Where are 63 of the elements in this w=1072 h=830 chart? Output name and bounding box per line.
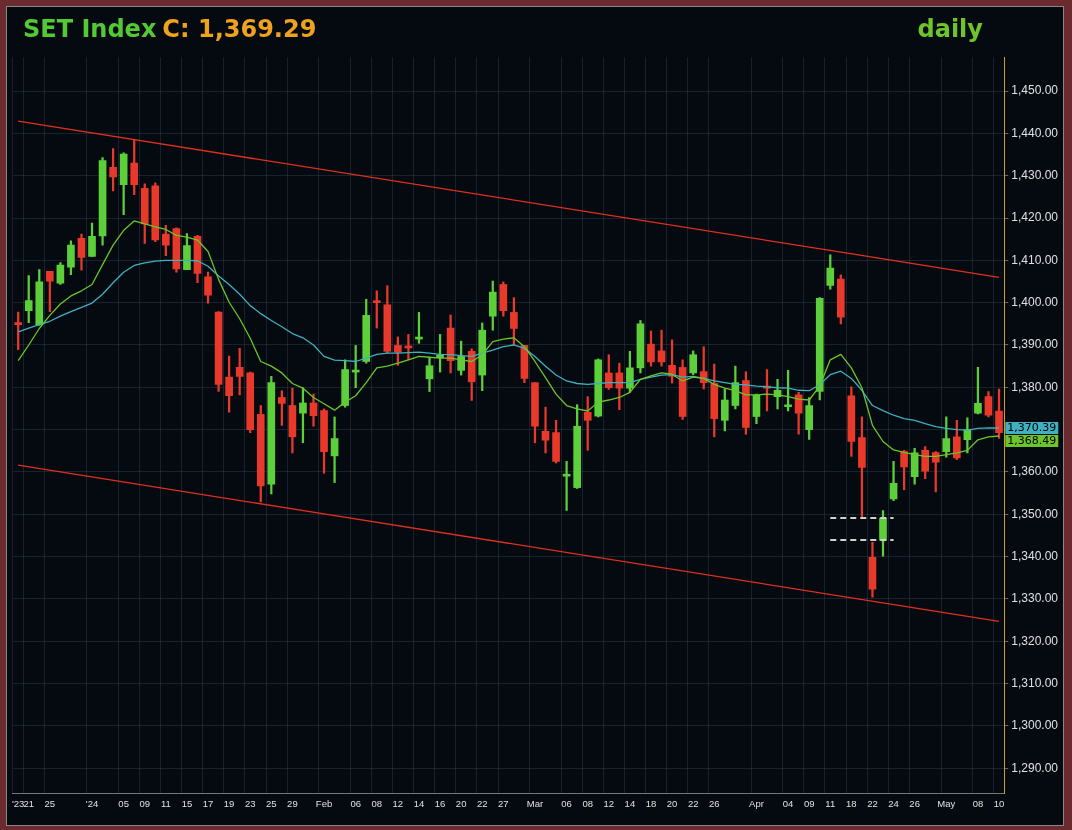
x-tick-label: 15 (181, 797, 193, 809)
x-tick-label: '24 (85, 797, 99, 809)
x-tick-label: 08 (371, 797, 383, 809)
y-tick-label: 1,350.00 (1011, 506, 1059, 521)
x-tick-label: 25 (266, 797, 277, 809)
chart-title: SET Index (23, 15, 157, 43)
y-tick-label: 1,390.00 (1011, 337, 1059, 352)
y-tick-label: 1,320.00 (1011, 633, 1059, 648)
x-tick-label: Mar (526, 797, 544, 809)
x-tick-label: 04 (782, 797, 794, 809)
data-label: 1,368.49 (1007, 433, 1057, 447)
x-tick-label: 08 (972, 797, 984, 809)
x-tick-label: 11 (160, 797, 171, 809)
x-tick-label: 06 (561, 797, 572, 809)
y-tick-label: 1,330.00 (1011, 591, 1059, 606)
data-label: 1,370.39 (1007, 420, 1057, 434)
y-tick-label: 1,290.00 (1011, 760, 1059, 775)
x-tick-label: '23 (11, 797, 25, 809)
x-tick-label: 09 (139, 797, 151, 809)
x-tick-label: 18 (846, 797, 857, 809)
y-tick-label: 1,430.00 (1011, 168, 1059, 183)
x-tick-label: 27 (498, 797, 509, 809)
x-tick-label: May (937, 797, 956, 809)
y-tick-label: 1,310.00 (1011, 675, 1059, 690)
x-tick-label: 14 (413, 797, 425, 809)
y-tick-label: 1,420.00 (1011, 210, 1059, 225)
x-tick-label: 26 (708, 797, 720, 809)
x-tick-label: Apr (749, 797, 764, 809)
y-tick-label: 1,360.00 (1011, 464, 1059, 479)
y-tick-label: 1,340.00 (1011, 548, 1059, 563)
x-tick-label: 08 (582, 797, 593, 809)
y-tick-label: 1,440.00 (1011, 125, 1059, 140)
x-tick-label: 26 (909, 797, 920, 809)
x-tick-label: 18 (645, 797, 657, 809)
x-tick-label: 22 (476, 797, 488, 809)
x-tick-label: 21 (23, 797, 35, 809)
y-tick-label: 1,400.00 (1011, 294, 1059, 309)
x-tick-label: 19 (223, 797, 235, 809)
x-tick-label: 09 (803, 797, 815, 809)
x-tick-label: 20 (455, 797, 467, 809)
x-tick-label: 25 (44, 797, 56, 809)
chart-subtitle: C: 1,369.29 (162, 15, 317, 43)
y-tick-label: 1,450.00 (1011, 83, 1059, 98)
y-tick-label: 1,380.00 (1011, 379, 1059, 394)
x-tick-label: 22 (867, 797, 878, 809)
x-tick-label: 22 (687, 797, 699, 809)
x-tick-label: 10 (993, 797, 1005, 809)
x-tick-label: 12 (603, 797, 615, 809)
x-tick-label: 11 (825, 797, 836, 809)
x-tick-label: 17 (202, 797, 214, 809)
x-tick-label: 29 (287, 797, 298, 809)
x-tick-label: 05 (118, 797, 129, 809)
x-tick-label: 23 (244, 797, 256, 809)
y-tick-label: 1,300.00 (1011, 718, 1059, 733)
x-tick-label: 24 (888, 797, 899, 809)
x-tick-label: 06 (350, 797, 361, 809)
y-tick-label: 1,410.00 (1011, 252, 1059, 267)
x-tick-label: Feb (315, 797, 333, 809)
x-tick-label: 16 (434, 797, 446, 809)
text: daily (917, 15, 983, 43)
x-tick-label: 20 (666, 797, 678, 809)
x-tick-label: 12 (392, 797, 404, 809)
x-tick-label: 14 (624, 797, 636, 809)
